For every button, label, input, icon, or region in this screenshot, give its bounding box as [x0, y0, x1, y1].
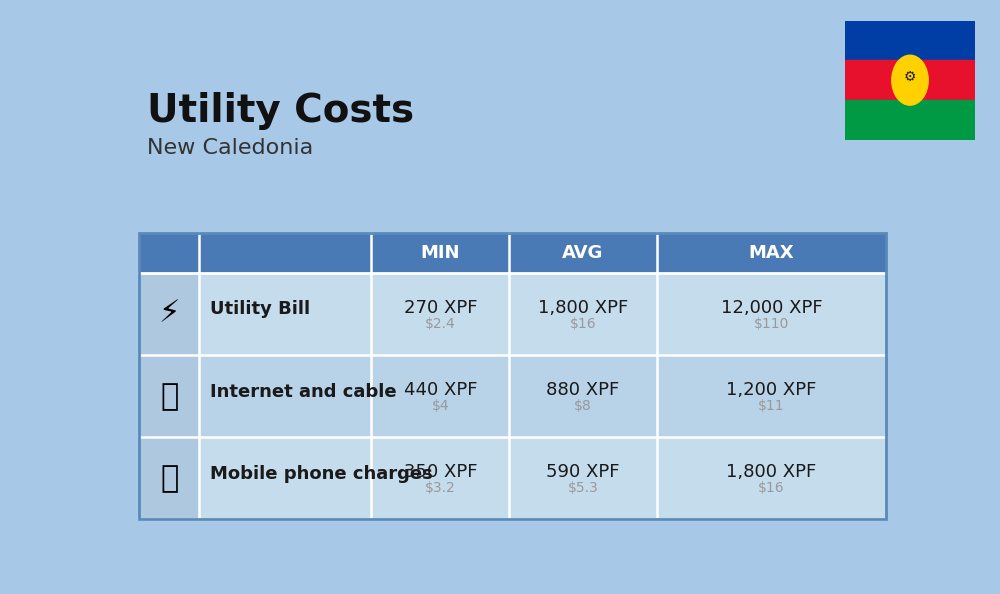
Text: ⚙: ⚙ [904, 70, 916, 84]
Bar [371, 233, 509, 273]
Text: $8: $8 [574, 399, 592, 413]
Bar [845, 21, 975, 60]
Bar [509, 273, 657, 355]
Bar [371, 355, 509, 437]
Text: Utility Bill: Utility Bill [210, 301, 310, 318]
Bar [139, 233, 886, 519]
Bar [199, 437, 371, 519]
Bar [509, 233, 657, 273]
Text: 1,800 XPF: 1,800 XPF [538, 299, 628, 317]
Bar [199, 233, 371, 273]
Bar [657, 233, 886, 273]
Text: AVG: AVG [562, 244, 604, 262]
Text: $16: $16 [570, 317, 596, 331]
Bar [199, 355, 371, 437]
Text: $3.2: $3.2 [425, 481, 456, 495]
Text: 1,800 XPF: 1,800 XPF [726, 463, 816, 481]
Text: 1,200 XPF: 1,200 XPF [726, 381, 817, 399]
Text: 590 XPF: 590 XPF [546, 463, 620, 481]
Text: $2.4: $2.4 [425, 317, 456, 331]
Bar [139, 233, 199, 273]
Text: Internet and cable: Internet and cable [210, 383, 397, 400]
Bar [509, 437, 657, 519]
Text: Utility Costs: Utility Costs [147, 92, 414, 130]
Bar [139, 355, 199, 437]
Text: MIN: MIN [421, 244, 460, 262]
Text: 440 XPF: 440 XPF [404, 381, 477, 399]
Text: 880 XPF: 880 XPF [546, 381, 620, 399]
Text: Mobile phone charges: Mobile phone charges [210, 465, 433, 483]
Bar [371, 273, 509, 355]
Text: 270 XPF: 270 XPF [404, 299, 477, 317]
Text: $11: $11 [758, 399, 785, 413]
Text: MAX: MAX [749, 244, 794, 262]
Bar [509, 355, 657, 437]
Text: $4: $4 [432, 399, 449, 413]
Bar [657, 437, 886, 519]
Bar [845, 100, 975, 140]
Bar [139, 437, 199, 519]
Bar [199, 273, 371, 355]
Circle shape [892, 55, 928, 105]
Text: $5.3: $5.3 [568, 481, 598, 495]
Text: 📶: 📶 [160, 382, 178, 410]
Bar [139, 273, 199, 355]
Text: $110: $110 [754, 317, 789, 331]
Text: 350 XPF: 350 XPF [404, 463, 477, 481]
Text: ⚡: ⚡ [158, 299, 180, 328]
Text: 12,000 XPF: 12,000 XPF [721, 299, 822, 317]
Text: New Caledonia: New Caledonia [147, 138, 313, 158]
Bar [657, 273, 886, 355]
Text: $16: $16 [758, 481, 785, 495]
Bar [371, 437, 509, 519]
Text: 📱: 📱 [160, 464, 178, 493]
Bar [657, 355, 886, 437]
Bar [845, 60, 975, 100]
